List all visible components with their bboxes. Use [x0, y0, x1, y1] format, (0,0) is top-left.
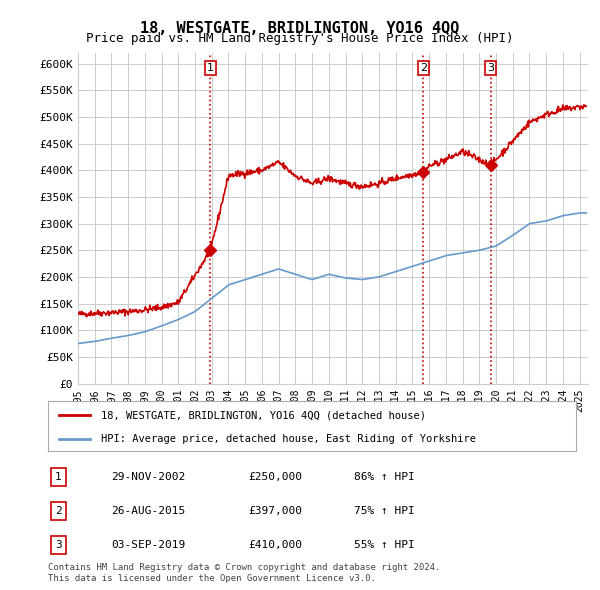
Text: HPI: Average price, detached house, East Riding of Yorkshire: HPI: Average price, detached house, East… [101, 434, 476, 444]
Text: 75% ↑ HPI: 75% ↑ HPI [354, 506, 415, 516]
Text: 18, WESTGATE, BRIDLINGTON, YO16 4QQ: 18, WESTGATE, BRIDLINGTON, YO16 4QQ [140, 21, 460, 35]
Text: 3: 3 [487, 63, 494, 73]
Text: Contains HM Land Registry data © Crown copyright and database right 2024.
This d: Contains HM Land Registry data © Crown c… [48, 563, 440, 583]
Text: £250,000: £250,000 [248, 472, 302, 482]
Text: Price paid vs. HM Land Registry's House Price Index (HPI): Price paid vs. HM Land Registry's House … [86, 32, 514, 45]
Text: 86% ↑ HPI: 86% ↑ HPI [354, 472, 415, 482]
Text: 2: 2 [55, 506, 62, 516]
Text: £410,000: £410,000 [248, 540, 302, 550]
Text: 1: 1 [207, 63, 214, 73]
Text: 18, WESTGATE, BRIDLINGTON, YO16 4QQ (detached house): 18, WESTGATE, BRIDLINGTON, YO16 4QQ (det… [101, 410, 426, 420]
Text: 29-NOV-2002: 29-NOV-2002 [112, 472, 185, 482]
Text: £397,000: £397,000 [248, 506, 302, 516]
Text: 55% ↑ HPI: 55% ↑ HPI [354, 540, 415, 550]
Text: 26-AUG-2015: 26-AUG-2015 [112, 506, 185, 516]
Text: 3: 3 [55, 540, 62, 550]
Text: 1: 1 [55, 472, 62, 482]
Text: 2: 2 [420, 63, 427, 73]
Text: 03-SEP-2019: 03-SEP-2019 [112, 540, 185, 550]
